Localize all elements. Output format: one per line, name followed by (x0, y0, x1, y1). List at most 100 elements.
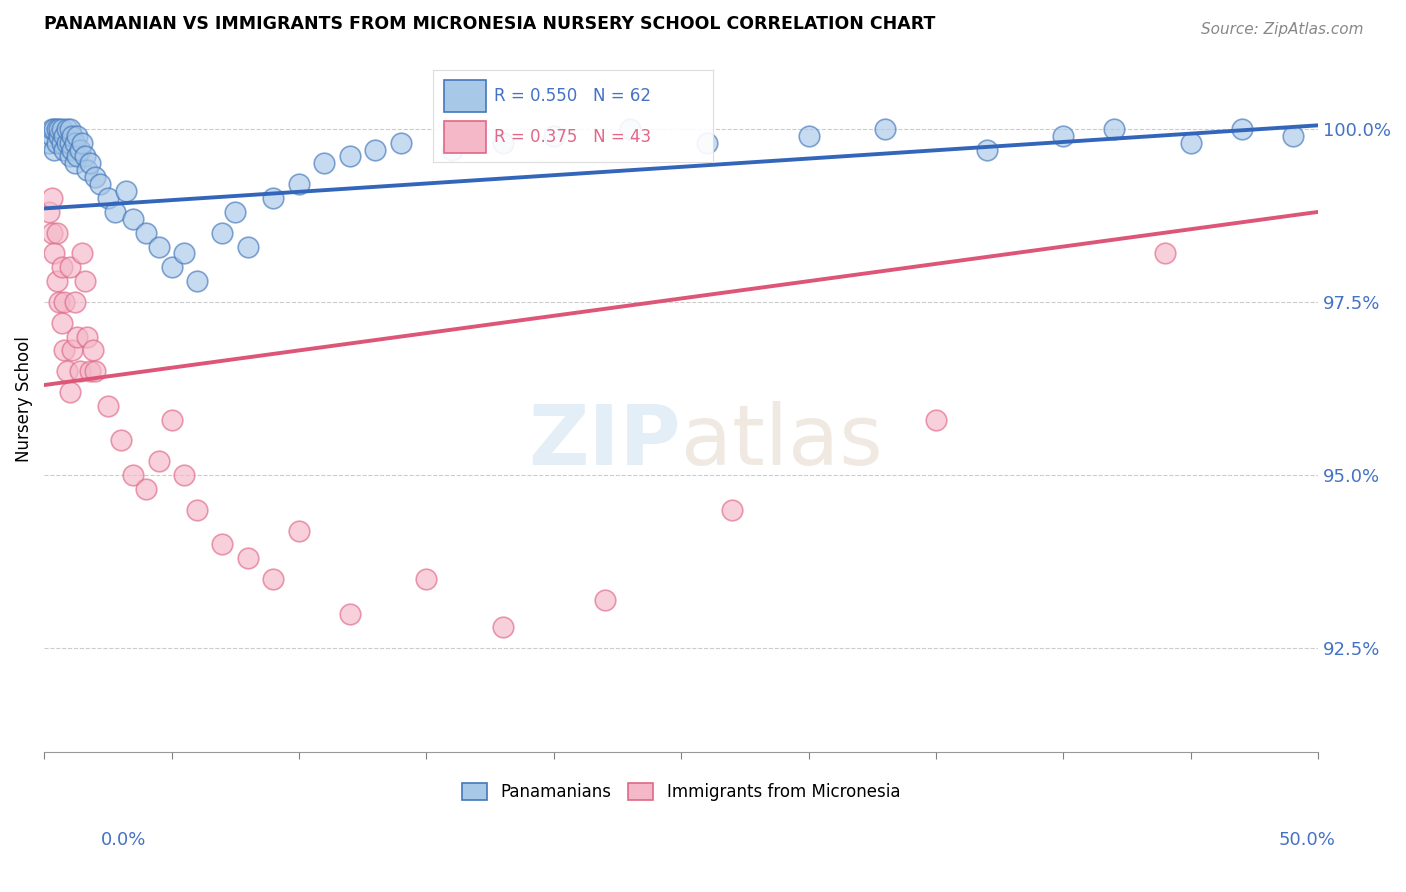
Point (236, 551, 259, 566)
Point (135, 482, 157, 496)
Point (45, 136, 67, 150)
Point (58, 384, 80, 399)
Point (104, 205, 127, 219)
Point (63, 295, 86, 310)
Y-axis label: Nursery School: Nursery School (15, 336, 32, 462)
Point (160, 413, 183, 427)
Text: 0.0%: 0.0% (101, 831, 146, 849)
Point (339, 607, 361, 621)
Point (389, 136, 412, 150)
Point (135, 226, 157, 240)
Point (58, 121, 80, 136)
Point (63, 136, 86, 150)
Point (48, 295, 70, 310)
Point (173, 246, 195, 260)
Point (314, 156, 336, 170)
Point (44, 121, 66, 136)
Point (364, 143, 387, 157)
Point (262, 572, 284, 586)
Point (48, 121, 70, 136)
Point (44, 246, 66, 260)
Point (696, 136, 718, 150)
Point (82, 343, 104, 358)
Point (41, 121, 63, 136)
Point (79, 364, 101, 378)
Point (114, 184, 136, 198)
Point (58, 136, 80, 150)
Point (186, 502, 208, 516)
Point (45, 274, 67, 288)
Point (51, 260, 73, 275)
Point (148, 454, 170, 468)
Point (38, 136, 60, 150)
Point (72, 136, 94, 150)
Point (173, 468, 195, 483)
Point (56, 364, 79, 378)
Point (110, 434, 132, 448)
Point (97, 191, 120, 205)
Point (492, 136, 515, 150)
Point (69, 364, 91, 378)
Point (72, 246, 94, 260)
Point (97, 399, 120, 413)
Point (89, 177, 111, 191)
Point (211, 537, 233, 551)
Point (53, 295, 76, 310)
Point (66, 128, 89, 143)
Point (41, 191, 63, 205)
Point (224, 205, 246, 219)
Point (415, 572, 437, 586)
Point (48, 128, 70, 143)
Point (58, 260, 80, 275)
Point (492, 620, 515, 634)
Point (339, 149, 361, 163)
Point (69, 143, 91, 157)
Point (60, 143, 83, 157)
Text: ZIP: ZIP (529, 401, 681, 482)
Point (440, 143, 463, 157)
Point (236, 239, 259, 253)
Point (60, 128, 83, 143)
Point (160, 260, 183, 275)
Point (873, 121, 896, 136)
Point (51, 121, 73, 136)
Text: atlas: atlas (681, 401, 883, 482)
Point (76, 163, 98, 178)
Point (66, 149, 89, 163)
Point (288, 177, 311, 191)
Point (797, 128, 820, 143)
Point (45, 226, 67, 240)
Text: PANAMANIAN VS IMMIGRANTS FROM MICRONESIA NURSERY SCHOOL CORRELATION CHART: PANAMANIAN VS IMMIGRANTS FROM MICRONESIA… (44, 15, 935, 33)
Point (58, 149, 80, 163)
Point (38, 205, 60, 219)
Point (148, 239, 170, 253)
Point (41, 128, 63, 143)
Point (619, 121, 641, 136)
Point (53, 343, 76, 358)
Point (79, 156, 101, 170)
Point (84, 364, 107, 378)
Point (1052, 128, 1074, 143)
Point (51, 136, 73, 150)
Point (53, 143, 76, 157)
Point (543, 128, 565, 143)
Point (288, 524, 311, 538)
Point (1230, 121, 1253, 136)
Point (925, 413, 948, 427)
Point (44, 143, 66, 157)
Point (60, 343, 83, 358)
Point (51, 316, 73, 330)
Point (976, 143, 998, 157)
Point (262, 191, 284, 205)
Text: 50.0%: 50.0% (1279, 831, 1336, 849)
Point (56, 136, 79, 150)
Legend: Panamanians, Immigrants from Micronesia: Panamanians, Immigrants from Micronesia (456, 776, 907, 807)
Text: Source: ZipAtlas.com: Source: ZipAtlas.com (1201, 22, 1364, 37)
Point (593, 592, 616, 607)
Point (53, 128, 76, 143)
Point (122, 211, 145, 226)
Point (56, 121, 79, 136)
Point (1104, 121, 1126, 136)
Point (1180, 136, 1202, 150)
Point (84, 170, 107, 185)
